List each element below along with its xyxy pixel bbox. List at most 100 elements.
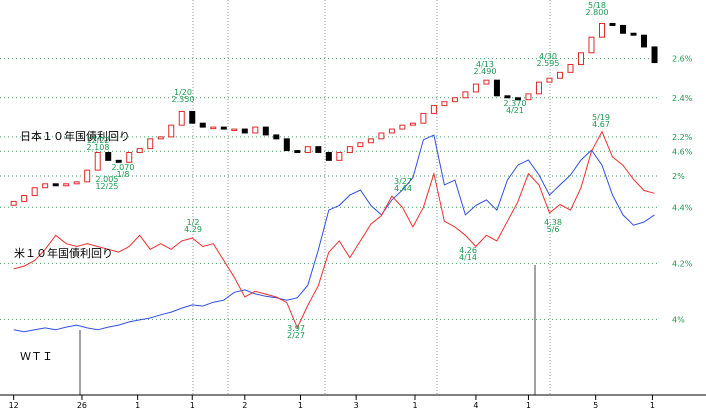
candle — [462, 91, 469, 99]
candle — [210, 126, 217, 130]
annotation: 12/22 — [86, 136, 109, 145]
candle — [241, 128, 248, 134]
candle — [556, 71, 563, 79]
candle — [630, 32, 637, 36]
candle — [115, 159, 122, 163]
candle — [304, 146, 311, 154]
x-tick-label: 1 — [650, 401, 655, 410]
candle — [294, 150, 301, 154]
annotation: 4.67 — [592, 120, 610, 129]
candle — [346, 146, 353, 154]
candle — [525, 93, 532, 101]
candle — [147, 138, 154, 150]
y-tick-label: 4.4% — [672, 203, 693, 212]
annotation: 12/25 — [95, 182, 118, 191]
legend-label: 米１０年国債利回り — [14, 246, 113, 260]
candle — [388, 128, 395, 134]
candle — [157, 136, 164, 140]
candle — [504, 95, 511, 99]
annotation: 2.350 — [172, 95, 195, 104]
candle — [336, 152, 343, 161]
candle — [21, 195, 28, 202]
annotation: 2.005 — [96, 175, 119, 184]
candle — [220, 126, 227, 130]
candle — [409, 122, 416, 126]
annotation: 4/21 — [506, 106, 524, 115]
annotation: 2.800 — [586, 8, 609, 17]
candle — [105, 152, 112, 161]
legend-label: 日本１０年国債利回り — [20, 129, 130, 143]
candle — [10, 200, 17, 206]
candle — [325, 152, 332, 161]
annotation: 2.070 — [112, 163, 135, 172]
annotation: 4.44 — [394, 184, 412, 193]
candle — [367, 138, 374, 144]
legend-label: ＷＴＩ — [20, 350, 53, 363]
annotation: 2.370 — [504, 99, 527, 108]
candle — [273, 134, 280, 140]
candle — [178, 110, 185, 126]
x-tick-label: 1 — [526, 401, 531, 410]
candle — [399, 124, 406, 130]
candle — [42, 183, 49, 189]
x-tick-label: 3 — [354, 401, 359, 410]
annotation: 4/13 — [476, 60, 494, 69]
candle — [94, 152, 101, 171]
annotation: 4/30 — [539, 52, 557, 61]
candle — [483, 79, 490, 85]
annotation: 5/18 — [588, 1, 606, 10]
candle — [357, 142, 364, 148]
candle — [651, 46, 658, 64]
annotation: 2/27 — [287, 331, 305, 340]
candle — [441, 101, 448, 107]
candle — [31, 187, 38, 197]
x-tick-label: 1 — [298, 401, 303, 410]
candle — [420, 112, 427, 124]
candle — [535, 81, 542, 95]
candle — [641, 34, 648, 48]
annotation: 5/19 — [592, 113, 610, 122]
candle — [283, 138, 290, 152]
candle — [546, 77, 553, 83]
candle — [620, 24, 627, 34]
annotation: 4.26 — [459, 246, 477, 255]
annotation: 1/20 — [174, 88, 192, 97]
x-tick-label: 1 — [190, 401, 195, 410]
x-tick-label: 2 — [242, 401, 247, 410]
annotation: 2.108 — [87, 143, 110, 152]
annotation: 3.97 — [287, 324, 305, 333]
y-tick-label: 2.4% — [672, 94, 693, 103]
candle — [168, 124, 175, 138]
candle — [493, 79, 500, 97]
candle — [567, 64, 574, 73]
candle — [84, 169, 91, 183]
y-tick-label: 2.2% — [672, 133, 693, 142]
series-line — [13, 130, 655, 330]
candle — [451, 97, 458, 103]
annotation: 4/14 — [459, 253, 477, 262]
candle — [315, 146, 322, 154]
annotation: 4.29 — [184, 225, 202, 234]
annotation: 2.595 — [537, 59, 560, 68]
candle — [609, 22, 616, 26]
annotation: 3/27 — [394, 177, 412, 186]
candle — [588, 36, 595, 54]
y-tick-label: 4.2% — [672, 259, 693, 268]
candle — [577, 52, 584, 66]
candle — [126, 152, 133, 163]
y-tick-label: 2.6% — [672, 55, 693, 64]
candle — [199, 122, 206, 128]
candle — [63, 183, 70, 187]
candles — [10, 22, 658, 206]
x-tick-label: 1 — [412, 401, 417, 410]
candle — [430, 105, 437, 114]
annotation: 2.490 — [474, 67, 497, 76]
x-tick-label: 1 — [135, 401, 140, 410]
candle — [73, 181, 80, 185]
candle — [378, 132, 385, 140]
annotation: 1/2 — [187, 218, 200, 227]
annotation: 4.38 — [544, 218, 562, 227]
y-tick-label: 2% — [672, 172, 685, 181]
